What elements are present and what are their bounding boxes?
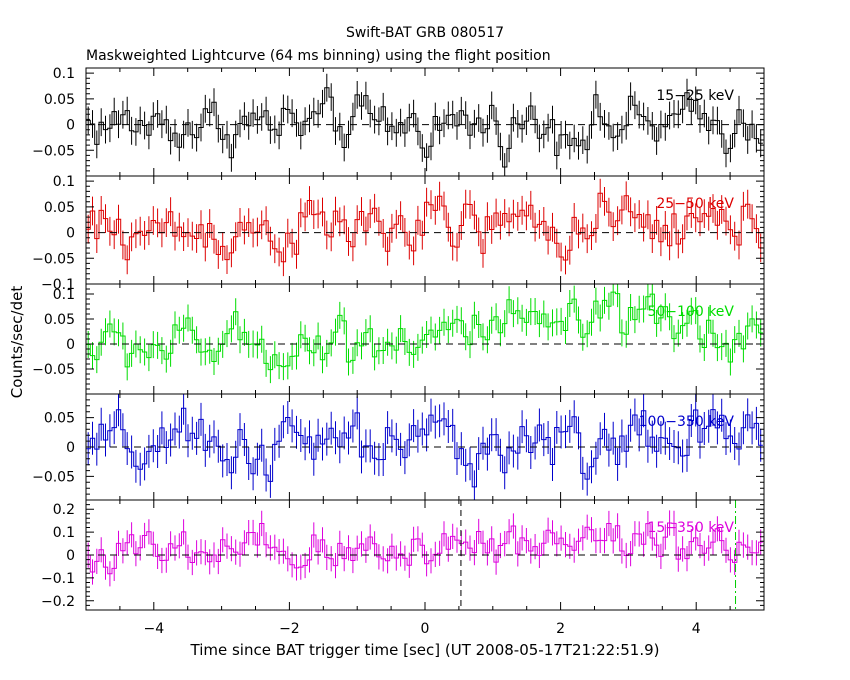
x-axis-label: Time since BAT trigger time [sec] (UT 20… (190, 641, 660, 659)
y-tick-label: 0 (66, 118, 75, 134)
panel-4: −0.05 0 0.05 100−350 keV (32, 393, 765, 501)
rate-step-line (86, 407, 763, 488)
y-ticks (86, 67, 764, 177)
panel-2-data (86, 178, 764, 277)
y-tick-label: −0.05 (32, 362, 75, 378)
panel-4-data (86, 394, 764, 500)
x-ticks (85, 394, 765, 500)
rate-step-line (86, 291, 763, 371)
y-tick-label: −0.1 (41, 277, 75, 293)
y-tick-label: 0 (66, 440, 75, 456)
x-ticks (85, 500, 765, 610)
band-label: 100−350 keV (639, 414, 735, 430)
y-tick-label: 0 (66, 226, 75, 242)
rate-step-line (86, 192, 763, 263)
error-bars (87, 284, 762, 384)
y-ticks (86, 393, 764, 501)
y-tick-label: 0.05 (44, 312, 75, 328)
panel-3: −0.05 0 0.05 0.1 50−100 keV (32, 283, 765, 395)
panel-1-data (86, 73, 764, 176)
y-tick-label: 0.05 (44, 92, 75, 108)
x-tick-label: −2 (279, 621, 300, 637)
panel-5-data (86, 500, 764, 610)
y-ticks (86, 283, 764, 395)
y-tick-label: 0.1 (53, 525, 75, 541)
x-tick-label: 2 (556, 621, 565, 637)
chart-title: Swift-BAT GRB 080517 (346, 25, 504, 41)
error-bars (87, 394, 762, 500)
y-tick-label: 0.2 (53, 502, 75, 518)
y-tick-label: 0.05 (44, 200, 75, 216)
rate-step-line (86, 87, 763, 168)
panel-5: −0.2 −0.1 0 0.1 0.2 15−350 keV (41, 499, 765, 611)
y-tick-label: −0.2 (41, 594, 75, 610)
band-label: 15−25 keV (656, 88, 734, 104)
panel-2: −0.1 −0.05 0 0.05 0.1 25−50 keV (32, 174, 765, 293)
y-tick-label: −0.05 (32, 469, 75, 485)
y-ticks (86, 499, 764, 611)
y-tick-label: 0 (66, 548, 75, 564)
y-tick-label: 0.1 (53, 174, 75, 190)
panels-group: −0.05 0 0.05 0.1 15−25 keV −0.1 −0.05 0 0.05 0.1 2… (32, 66, 765, 611)
band-label: 15−350 keV (647, 520, 734, 536)
y-tick-label: 0.1 (53, 66, 75, 82)
x-tick-label: −4 (143, 621, 164, 637)
panel-1: −0.05 0 0.05 0.1 15−25 keV (32, 66, 765, 177)
x-ticks (85, 284, 765, 394)
x-ticks (85, 68, 765, 176)
y-tick-label: −0.05 (32, 143, 75, 159)
y-axis-label: Counts/sec/det (8, 286, 26, 399)
x-tick-label: 4 (692, 621, 701, 637)
y-tick-label: 0.05 (44, 411, 75, 427)
chart-subtitle: Maskweighted Lightcurve (64 ms binning) … (86, 48, 551, 64)
band-label: 50−100 keV (647, 304, 734, 320)
y-tick-label: 0.1 (53, 287, 75, 303)
y-tick-label: −0.05 (32, 251, 75, 267)
x-axis-tick-labels: −4 −2 0 2 4 (143, 621, 700, 637)
y-tick-label: −0.1 (41, 571, 75, 587)
x-ticks (85, 176, 765, 284)
y-tick-label: 0 (66, 337, 75, 353)
x-tick-label: 0 (421, 621, 430, 637)
band-label: 25−50 keV (656, 196, 734, 212)
panel-3-data (86, 284, 764, 384)
